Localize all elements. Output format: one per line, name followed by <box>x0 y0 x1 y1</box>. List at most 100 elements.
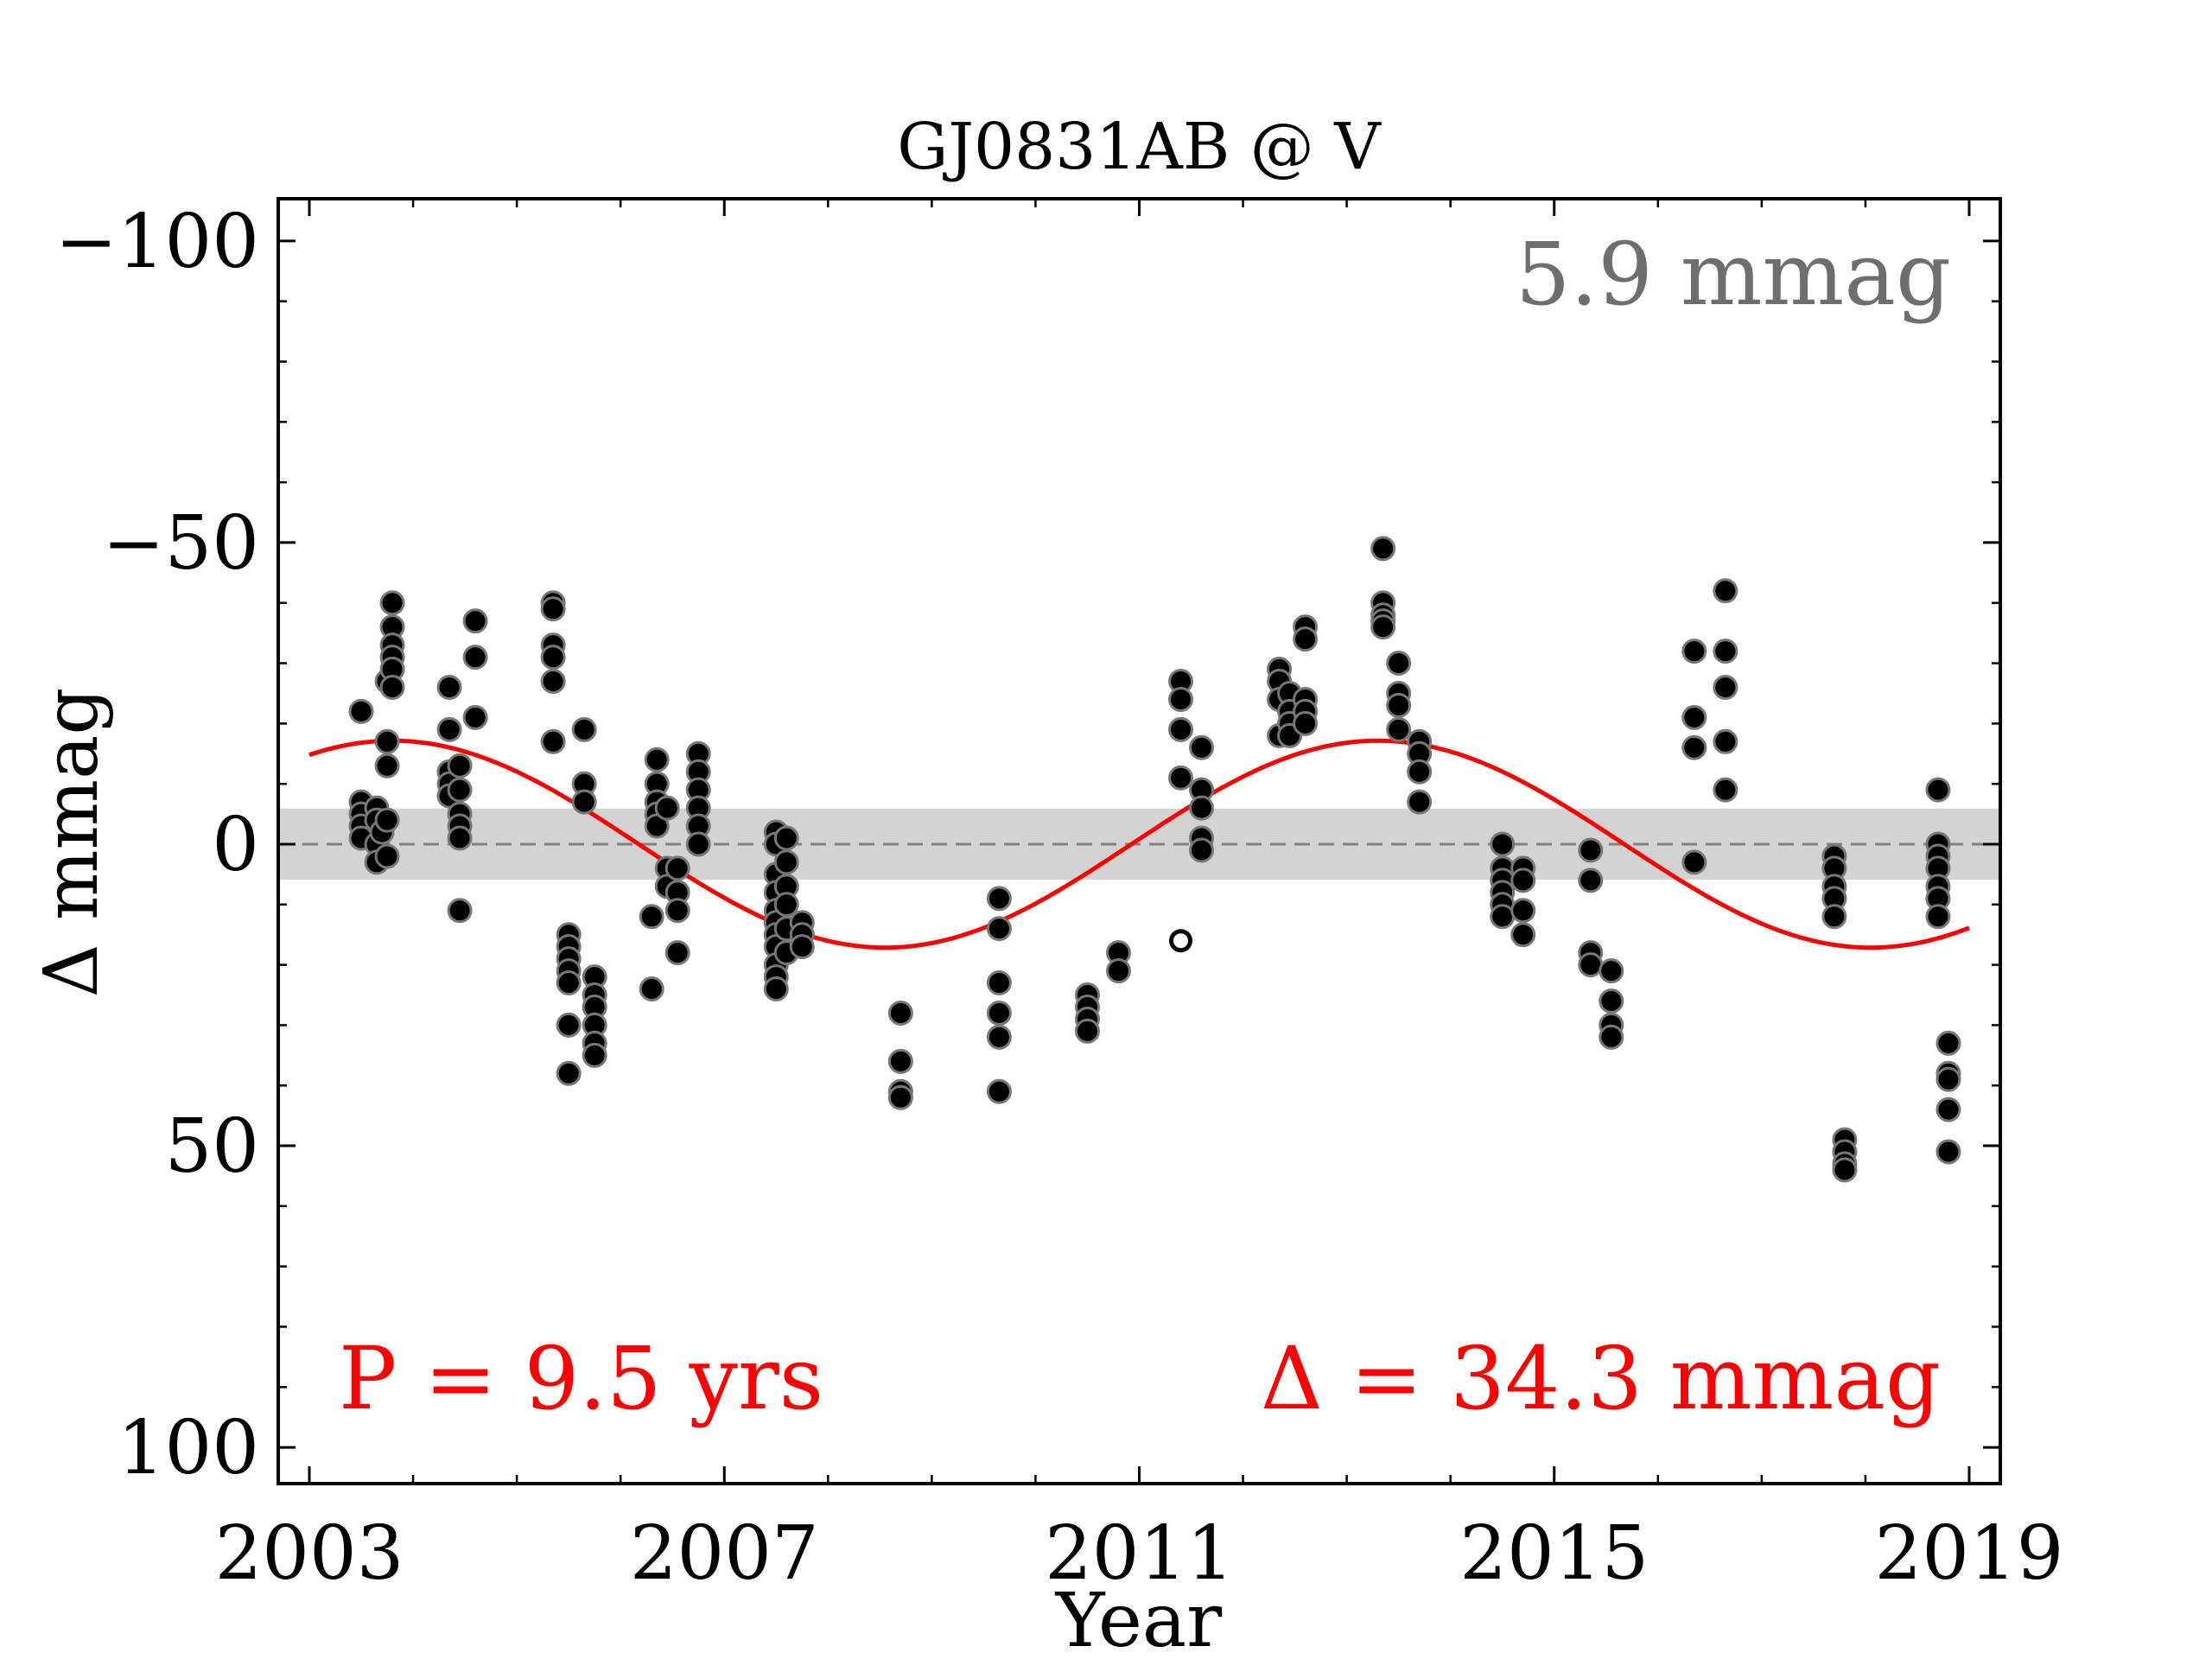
data-point <box>664 855 690 881</box>
data-point <box>1832 1157 1858 1183</box>
x-tick-label: 2011 <box>1045 1510 1234 1597</box>
data-point <box>556 1012 582 1038</box>
data-point <box>1386 716 1412 742</box>
fit-period-label: P = 9.5 yrs <box>339 1328 823 1429</box>
data-point <box>1599 1024 1624 1050</box>
data-points-layer <box>348 536 1961 1183</box>
x-tick-label: 2003 <box>215 1510 404 1597</box>
data-point <box>1681 849 1707 875</box>
y-tick-label: 50 <box>165 1103 259 1190</box>
data-point <box>1510 898 1536 924</box>
data-point <box>1074 1018 1100 1044</box>
data-point <box>639 976 664 1002</box>
y-tick-label: 100 <box>118 1405 259 1491</box>
x-tick-label: 2019 <box>1875 1510 2064 1597</box>
data-point <box>540 668 566 694</box>
data-point <box>447 825 473 851</box>
data-point <box>571 716 597 742</box>
x-tick-label: 2015 <box>1459 1510 1649 1597</box>
data-point <box>639 904 664 930</box>
data-point <box>374 728 400 754</box>
data-point <box>540 596 566 622</box>
data-point <box>664 898 690 924</box>
data-point <box>1168 765 1194 791</box>
rms-band-layer <box>278 808 2000 880</box>
data-point <box>436 716 462 742</box>
x-tick-label: 2007 <box>630 1510 819 1597</box>
data-point <box>540 728 566 754</box>
data-point <box>1821 904 1847 930</box>
fit-amplitude-label: Δ = 34.3 mmag <box>1261 1328 1941 1429</box>
data-point <box>379 590 405 616</box>
data-point <box>887 1000 913 1026</box>
data-point <box>773 825 799 851</box>
data-point <box>1599 988 1624 1014</box>
rms-label: 5.9 mmag <box>1516 224 1951 325</box>
chart-title: GJ0831AB @ V <box>897 110 1382 184</box>
data-point <box>1578 837 1604 863</box>
data-point <box>773 849 799 875</box>
data-point <box>1681 704 1707 730</box>
y-axis-label: Δ mmag <box>29 688 115 998</box>
data-point <box>1189 795 1215 821</box>
data-point <box>1490 831 1516 857</box>
data-point <box>1713 674 1738 700</box>
data-point <box>462 704 488 730</box>
data-point <box>789 934 815 960</box>
data-point <box>763 976 789 1002</box>
x-axis-label: Year <box>1055 1578 1223 1659</box>
data-point <box>348 698 374 724</box>
data-point <box>1407 759 1433 785</box>
open-data-point <box>1169 929 1193 953</box>
data-point <box>1189 734 1215 760</box>
data-point <box>986 970 1012 996</box>
data-point <box>462 645 488 671</box>
data-point <box>556 1060 582 1086</box>
data-point <box>664 940 690 966</box>
y-tick-label: −100 <box>55 199 259 285</box>
data-point <box>685 831 711 857</box>
data-point <box>1386 692 1412 718</box>
data-point <box>887 1084 913 1110</box>
data-point <box>447 777 473 803</box>
data-point <box>644 747 670 772</box>
axes-layer: 2003 2007 2011 2015 2019 −100 −50 0 50 100 <box>55 197 2064 1597</box>
data-point <box>986 1000 1012 1026</box>
data-point <box>1681 734 1707 760</box>
data-point <box>1168 686 1194 712</box>
data-point <box>986 1024 1012 1050</box>
data-point <box>374 843 400 869</box>
data-point <box>379 674 405 700</box>
data-point <box>1936 1066 1961 1092</box>
data-point <box>1168 716 1194 742</box>
data-point <box>1370 614 1396 640</box>
data-point <box>1386 651 1412 677</box>
data-point <box>1599 958 1624 984</box>
data-point <box>1713 728 1738 754</box>
data-point <box>1681 639 1707 664</box>
data-point <box>1105 958 1131 984</box>
data-point <box>1293 710 1319 736</box>
data-point <box>1370 536 1396 562</box>
data-point <box>447 898 473 924</box>
data-point <box>556 970 582 996</box>
data-point <box>1293 626 1319 652</box>
data-point <box>1936 1030 1961 1056</box>
data-point <box>374 807 400 833</box>
data-point <box>436 674 462 700</box>
data-point <box>1925 904 1951 930</box>
data-point <box>1713 777 1738 803</box>
data-point <box>1407 789 1433 815</box>
data-point <box>540 645 566 671</box>
data-point <box>462 608 488 634</box>
data-point <box>773 892 799 918</box>
y-tick-label: 0 <box>212 802 259 888</box>
data-point <box>1936 1139 1961 1165</box>
data-point <box>1713 639 1738 664</box>
data-point <box>582 1042 607 1068</box>
data-point <box>374 753 400 779</box>
data-point <box>654 795 680 821</box>
data-point <box>1189 837 1215 863</box>
data-point <box>1490 904 1516 930</box>
